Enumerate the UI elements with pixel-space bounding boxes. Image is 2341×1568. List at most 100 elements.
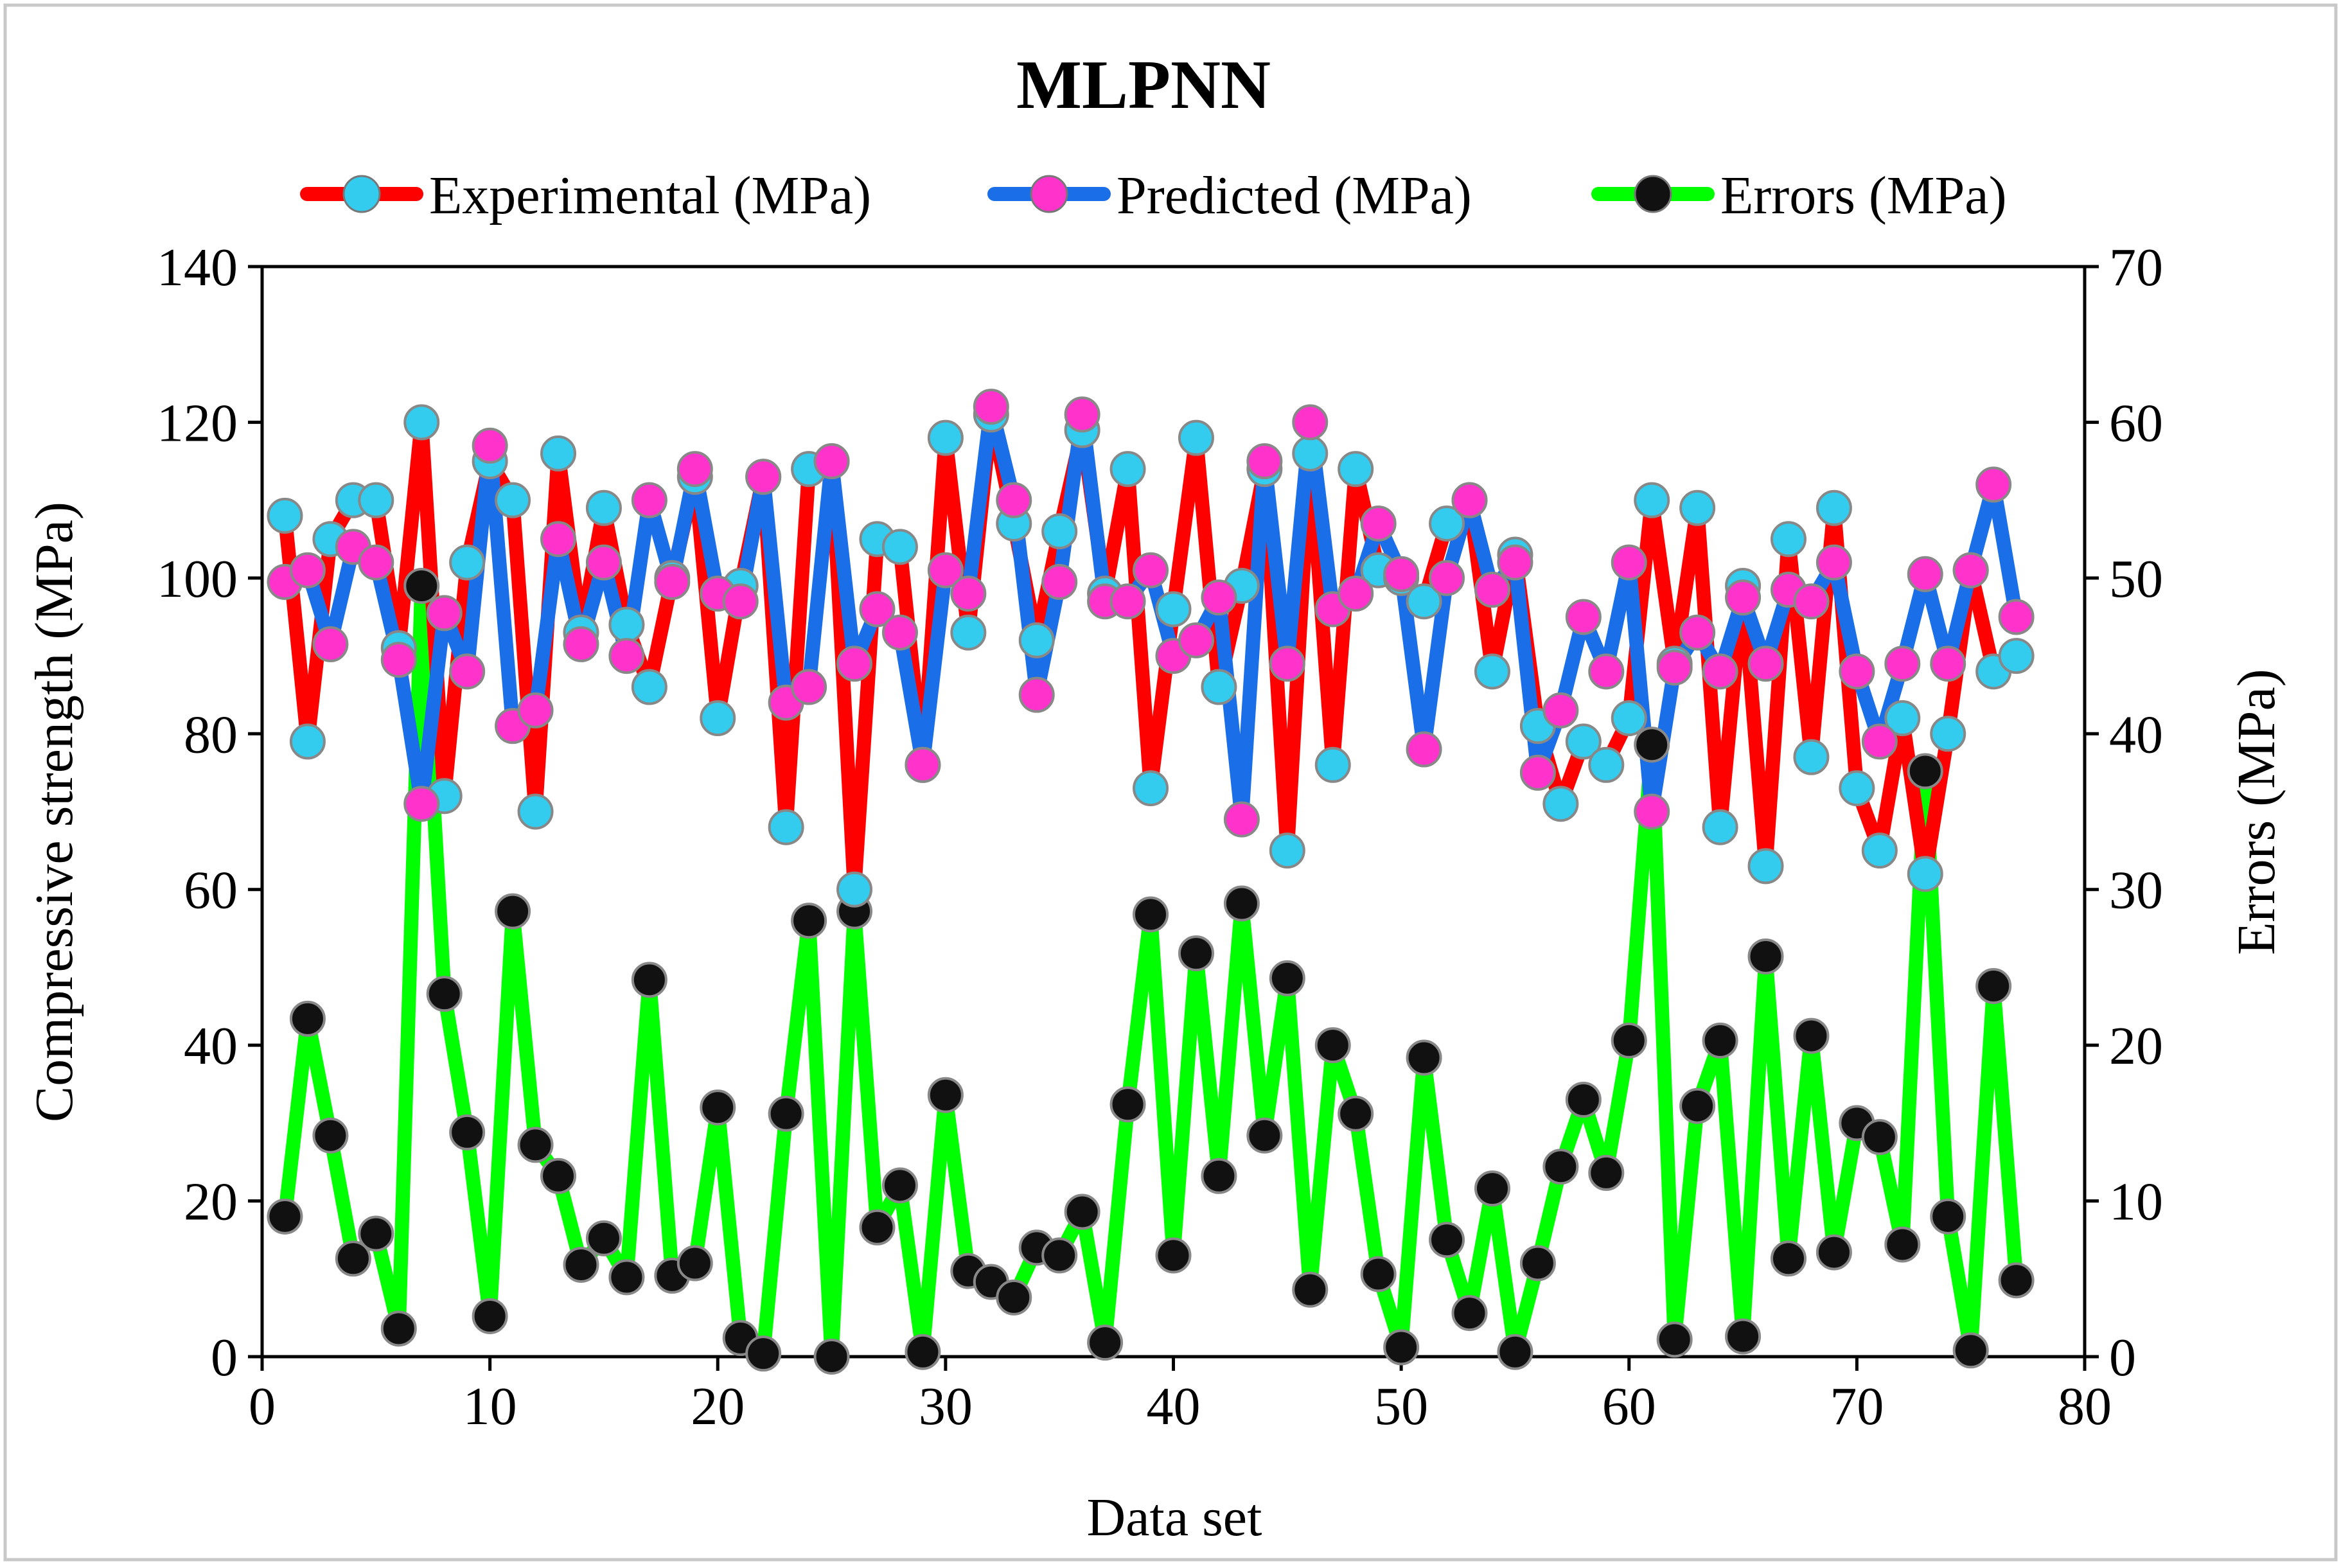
data-point — [449, 544, 486, 581]
data-point — [1907, 753, 1943, 789]
data-point — [1588, 1154, 1625, 1191]
data-point — [881, 1167, 918, 1204]
axes: 0 10 20 30 40 50 60 70 8002040608010012014001020… — [157, 238, 2163, 1436]
data-point — [1975, 968, 2012, 1005]
y-tick-label: 20 — [184, 1172, 238, 1232]
data-point — [358, 1215, 394, 1252]
data-point — [1133, 552, 1169, 588]
x-tick-label: 50 — [1374, 1377, 1428, 1436]
data-point — [540, 1158, 577, 1194]
data-point — [1338, 451, 1374, 488]
data-point — [1770, 1240, 1807, 1277]
data-point — [1064, 1194, 1100, 1230]
data-point — [950, 614, 987, 651]
y2-axis-label: Errors (MPa) — [2227, 669, 2286, 955]
y2-tick-label: 10 — [2109, 1172, 2163, 1232]
data-point — [1133, 770, 1169, 807]
data-point — [1338, 1095, 1374, 1132]
data-point — [1178, 935, 1214, 972]
data-point — [1246, 1117, 1283, 1154]
y2-tick-label: 60 — [2109, 393, 2163, 453]
data-point — [631, 962, 667, 998]
data-point — [1656, 649, 1693, 686]
x-tick-label: 70 — [1830, 1377, 1884, 1436]
data-point — [563, 1246, 599, 1283]
data-point — [1497, 544, 1533, 581]
data-point — [950, 576, 987, 612]
data-point — [1155, 1237, 1192, 1274]
data-point — [449, 1114, 486, 1150]
data-point — [631, 669, 667, 705]
data-point — [745, 459, 782, 495]
data-point — [1269, 960, 1305, 996]
data-point — [1815, 544, 1852, 581]
data-point — [1656, 1321, 1693, 1358]
y2-tick-label: 40 — [2109, 705, 2163, 764]
data-point — [1133, 896, 1169, 933]
data-point — [585, 544, 622, 581]
data-point — [1702, 1022, 1738, 1059]
data-point — [1383, 1329, 1420, 1366]
data-point — [403, 786, 440, 822]
data-point — [676, 1245, 713, 1282]
data-point — [1565, 1081, 1602, 1118]
data-point — [289, 723, 326, 760]
data-point — [1634, 482, 1670, 518]
data-point — [1793, 739, 1830, 775]
legend-marker-swatch — [1634, 175, 1672, 213]
y-axis-label: Compressive strength (MPa) — [24, 502, 84, 1122]
x-tick-label: 80 — [2058, 1377, 2112, 1436]
x-tick-label: 0 — [249, 1377, 276, 1436]
data-point — [1725, 579, 1762, 616]
data-point — [1565, 599, 1602, 635]
data-point — [1246, 443, 1283, 480]
data-point — [836, 871, 873, 908]
data-point — [791, 903, 827, 939]
chart-title: MLPNN — [1016, 47, 1271, 123]
data-point — [1497, 1334, 1533, 1370]
data-point — [1406, 731, 1442, 768]
legend-marker-swatch — [342, 175, 381, 213]
data-point — [1201, 1158, 1237, 1194]
data-point — [1861, 832, 1898, 869]
data-point — [1429, 559, 1465, 596]
data-point — [1542, 692, 1579, 728]
data-point — [1406, 583, 1442, 620]
data-point — [1155, 591, 1192, 628]
data-point — [1679, 614, 1716, 651]
data-point — [1474, 1170, 1510, 1207]
data-point — [1907, 556, 1943, 592]
data-point — [585, 1220, 622, 1256]
data-point — [1087, 1325, 1124, 1361]
data-point — [517, 1127, 554, 1163]
data-point — [1747, 848, 1784, 885]
legend-label: Errors (MPa) — [1720, 166, 2007, 225]
data-point — [1041, 1237, 1078, 1274]
data-point — [472, 427, 508, 464]
data-point — [1884, 646, 1921, 682]
data-point — [1930, 646, 1966, 682]
data-point — [380, 1310, 417, 1347]
data-point — [1747, 938, 1784, 974]
data-point — [631, 482, 667, 518]
data-point — [1998, 1262, 2035, 1299]
data-point — [1634, 727, 1670, 763]
data-point — [312, 626, 349, 662]
data-point — [1109, 1086, 1146, 1123]
data-point — [1930, 716, 1966, 752]
data-point — [358, 482, 394, 518]
data-point — [312, 1117, 349, 1154]
data-point — [380, 642, 417, 678]
data-point — [472, 1298, 508, 1334]
data-point — [1451, 482, 1488, 518]
data-point — [1018, 676, 1055, 713]
data-point — [1793, 1017, 1830, 1054]
data-point — [517, 793, 554, 830]
data-point — [495, 893, 531, 929]
data-point — [996, 482, 1032, 518]
data-point — [426, 976, 463, 1012]
data-point — [676, 451, 713, 488]
data-point — [1178, 622, 1214, 658]
data-point — [1952, 1332, 1989, 1369]
data-point — [1519, 754, 1556, 791]
